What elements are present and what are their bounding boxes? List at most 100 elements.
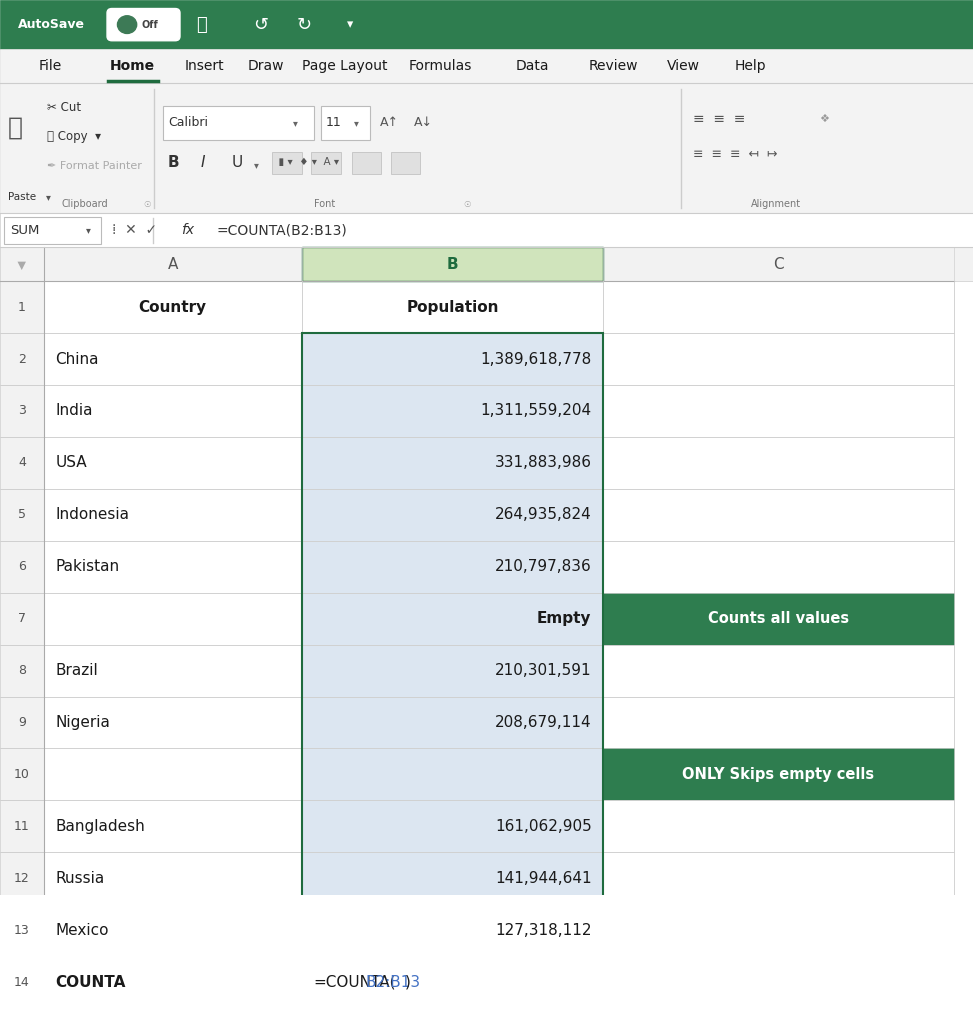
Bar — [603, 437, 954, 488]
Text: ▾: ▾ — [46, 191, 51, 202]
Text: 11: 11 — [326, 116, 342, 129]
Text: 3: 3 — [18, 404, 26, 418]
Bar — [302, 801, 603, 852]
Text: Output = 11: Output = 11 — [728, 975, 829, 989]
Bar — [44, 385, 302, 437]
Text: 9: 9 — [18, 716, 26, 729]
Bar — [0, 904, 44, 956]
Text: 4: 4 — [18, 457, 26, 469]
Text: A↑: A↑ — [379, 116, 399, 129]
Text: Data: Data — [516, 59, 549, 74]
Bar — [302, 644, 603, 696]
Bar — [44, 852, 302, 904]
Text: Indonesia: Indonesia — [55, 507, 129, 522]
Text: ): ) — [405, 975, 411, 989]
Text: ⁞  ✕  ✓: ⁞ ✕ ✓ — [112, 223, 157, 238]
Bar — [603, 541, 954, 593]
Bar — [302, 541, 603, 593]
Text: Pakistan: Pakistan — [55, 559, 120, 574]
Text: ❖: ❖ — [819, 114, 829, 124]
Text: =COUNTA(B2:B13): =COUNTA(B2:B13) — [216, 223, 346, 238]
Bar — [302, 488, 603, 541]
Bar — [0, 852, 44, 904]
Text: ▲: ▲ — [18, 259, 26, 269]
Bar — [603, 488, 954, 541]
Text: 8: 8 — [18, 665, 26, 677]
Bar — [0, 437, 44, 488]
Text: Insert: Insert — [185, 59, 225, 74]
Bar — [603, 956, 954, 1008]
Text: 1,389,618,778: 1,389,618,778 — [481, 351, 592, 367]
Bar — [302, 749, 603, 801]
Bar — [302, 1008, 603, 1024]
Text: ↺: ↺ — [253, 15, 269, 34]
Text: 127,318,112: 127,318,112 — [495, 923, 592, 938]
Circle shape — [118, 15, 136, 34]
Bar — [0, 801, 44, 852]
Bar — [44, 749, 302, 801]
Text: ⎘: ⎘ — [196, 15, 207, 34]
Bar — [0, 749, 44, 801]
Text: Country: Country — [138, 300, 207, 314]
Text: Clipboard: Clipboard — [61, 199, 108, 209]
Text: ✒ Format Painter: ✒ Format Painter — [47, 161, 142, 171]
Bar — [0, 282, 44, 333]
Text: Calibri: Calibri — [168, 116, 208, 129]
Text: Bangladesh: Bangladesh — [55, 819, 145, 834]
Text: Page Layout: Page Layout — [302, 59, 387, 74]
Text: A↓: A↓ — [414, 116, 433, 129]
Text: B: B — [447, 257, 458, 271]
Bar — [44, 1008, 302, 1024]
Bar — [311, 153, 341, 174]
Text: Paste: Paste — [8, 191, 36, 202]
Text: fx: fx — [181, 223, 194, 238]
Text: 6: 6 — [18, 560, 26, 573]
Text: COUNTA: COUNTA — [55, 975, 126, 989]
Text: ▮ ▾  ♦ ▾  A ▾: ▮ ▾ ♦ ▾ A ▾ — [272, 157, 340, 167]
FancyBboxPatch shape — [107, 8, 180, 41]
Text: ↻: ↻ — [297, 15, 312, 34]
Text: =COUNTA(: =COUNTA( — [313, 975, 396, 989]
Bar — [302, 385, 603, 437]
Text: ▾: ▾ — [86, 225, 90, 236]
Text: ⎘ Copy  ▾: ⎘ Copy ▾ — [47, 130, 100, 142]
Bar — [302, 333, 603, 385]
Bar — [0, 0, 973, 49]
Bar — [302, 247, 603, 282]
Bar — [0, 593, 44, 644]
Bar — [44, 541, 302, 593]
Bar — [44, 904, 302, 956]
Bar — [0, 385, 44, 437]
Text: 331,883,986: 331,883,986 — [494, 456, 592, 470]
Text: 7: 7 — [18, 612, 26, 625]
Bar — [302, 282, 603, 333]
Bar — [603, 904, 954, 956]
Text: Brazil: Brazil — [55, 664, 98, 678]
Text: Counts all values: Counts all values — [707, 611, 849, 626]
Bar — [0, 83, 973, 213]
Text: Population: Population — [406, 300, 499, 314]
Text: Mexico: Mexico — [55, 923, 109, 938]
Bar — [0, 333, 44, 385]
Text: I: I — [200, 155, 205, 170]
Bar — [0, 213, 973, 247]
Text: ≡  ≡  ≡: ≡ ≡ ≡ — [693, 112, 745, 126]
Text: ✂ Cut: ✂ Cut — [47, 101, 81, 114]
Bar — [44, 801, 302, 852]
Bar — [302, 333, 603, 956]
Text: 210,301,591: 210,301,591 — [495, 664, 592, 678]
Text: View: View — [667, 59, 700, 74]
Text: 161,062,905: 161,062,905 — [495, 819, 592, 834]
Text: 12: 12 — [14, 871, 30, 885]
Bar — [0, 644, 44, 696]
Text: Formulas: Formulas — [409, 59, 472, 74]
Text: 11: 11 — [14, 820, 30, 833]
Text: Nigeria: Nigeria — [55, 715, 110, 730]
Text: 1: 1 — [18, 301, 26, 313]
Text: A: A — [167, 257, 178, 271]
Text: U: U — [232, 155, 243, 170]
Bar — [302, 904, 603, 956]
Bar — [272, 153, 302, 174]
Text: 📋: 📋 — [8, 116, 22, 140]
Bar — [0, 488, 44, 541]
